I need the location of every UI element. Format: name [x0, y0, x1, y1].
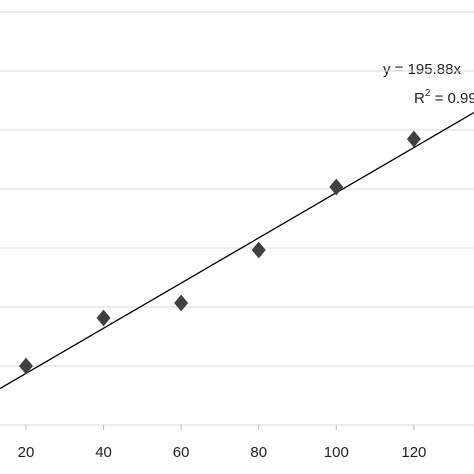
point [251, 241, 266, 259]
point [18, 357, 33, 375]
x-tick-label: 20 [18, 444, 35, 461]
x-tick-label: 100 [324, 444, 349, 461]
trendline-equation: y = 195.88x [383, 61, 461, 78]
point [406, 130, 421, 148]
r-squared: R2 = 0.99 [414, 88, 474, 107]
x-tick-label: 120 [401, 444, 426, 461]
point [174, 294, 189, 312]
point [96, 309, 111, 327]
r-value: = 0.99 [430, 90, 474, 107]
x-tick-label: 60 [173, 444, 190, 461]
x-tick-label: 40 [95, 444, 112, 461]
r-label: R [414, 90, 425, 107]
trendline [0, 111, 474, 390]
x-tick-label: 80 [250, 444, 267, 461]
r-sup: 2 [425, 88, 431, 99]
point [329, 178, 344, 196]
